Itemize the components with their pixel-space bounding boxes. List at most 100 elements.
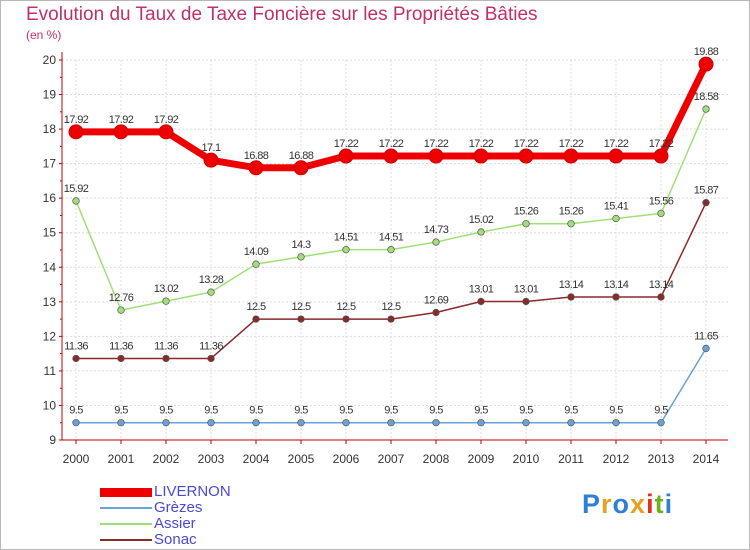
legend-swatch [100,488,152,497]
y-tick-label: 16 [43,191,57,205]
y-tick-label: 14 [43,260,57,274]
data-label-assier: 15.56 [649,195,674,207]
data-point-sonac [432,308,440,317]
data-point-assier [252,260,260,268]
logo-letter: o [612,489,631,519]
data-point-assier [117,306,125,314]
data-label-sonac: 12.5 [246,301,265,313]
data-point-grèzes [657,419,665,427]
data-label-sonac: 13.01 [514,283,539,295]
data-label-grèzes: 9.5 [609,405,623,417]
data-point-assier [522,220,530,228]
data-point-assier [72,197,80,205]
y-tick-label: 13 [43,295,57,309]
data-point-assier [657,209,665,218]
data-label-grèzes: 9.5 [429,405,443,417]
data-label-sonac: 12.5 [291,301,310,313]
data-label-livernon: 17.92 [154,114,179,126]
data-label-livernon: 17.22 [559,138,584,150]
data-label-grèzes: 9.5 [654,405,668,417]
logo-letter: r [601,489,613,519]
data-point-assier [432,238,440,246]
x-tick-label: 2012 [603,452,630,466]
legend-label: Sonac [154,531,197,548]
data-label-assier: 13.28 [199,274,224,286]
data-point-assier [297,253,305,261]
x-tick-label: 2008 [423,452,450,466]
data-point-sonac [657,293,665,301]
data-label-livernon: 16.88 [244,150,269,162]
data-point-livernon [203,152,219,168]
data-point-grèzes [207,419,215,427]
proxiti-logo: Proxiti [582,489,673,520]
y-tick-label: 20 [43,53,57,67]
logo-letter: i [646,489,655,519]
data-point-assier [702,105,710,113]
data-point-grèzes [432,419,440,427]
data-point-sonac [477,297,485,306]
data-point-sonac [72,354,80,363]
data-label-assier: 14.51 [379,232,404,244]
data-point-livernon [113,124,129,140]
data-label-sonac: 12.5 [381,301,400,313]
x-tick-label: 2005 [288,452,315,466]
data-label-assier: 15.41 [604,201,629,213]
data-label-livernon: 19.88 [694,46,719,58]
data-labels: 17.92 17.92 17.92 17.1 16.88 16.88 17.22 17.22 1… [64,46,720,417]
data-point-sonac [387,315,395,323]
y-tick-label: 10 [43,398,57,412]
data-point-livernon [248,160,264,176]
y-tick-label: 17 [43,157,57,171]
data-label-sonac: 11.36 [64,340,88,352]
data-label-assier: 15.02 [469,214,494,226]
data-point-assier [612,214,620,223]
data-label-sonac: 12.5 [336,301,355,313]
y-tick-label: 18 [43,122,57,136]
data-point-sonac [612,293,620,301]
data-point-sonac [252,315,260,323]
data-label-assier: 15.26 [559,206,584,218]
logo-letter: x [630,489,647,519]
logo-letter: t [654,489,665,519]
data-label-livernon: 17.22 [604,138,629,150]
data-label-sonac: 13.14 [604,279,629,291]
data-label-assier: 15.26 [514,206,539,218]
data-point-livernon [68,124,84,140]
data-point-livernon [338,148,354,164]
x-tick-label: 2009 [468,452,495,466]
data-point-sonac [522,297,530,306]
data-label-grèzes: 9.5 [294,405,308,417]
data-point-sonac [567,293,575,301]
data-label-grèzes: 9.5 [564,405,578,417]
x-tick-label: 2003 [198,452,225,466]
data-point-grèzes [162,419,170,427]
data-point-livernon [293,160,309,176]
y-tick-label: 9 [49,433,56,447]
data-label-grèzes: 9.5 [159,405,173,417]
data-label-grèzes: 11.65 [694,330,718,342]
data-label-sonac: 11.36 [154,340,178,352]
data-label-assier: 12.76 [109,292,134,304]
data-label-livernon: 16.88 [289,150,314,162]
x-tick-label: 2000 [63,452,90,466]
data-label-sonac: 13.14 [559,279,584,291]
data-point-grèzes [567,419,575,427]
chart-unit: (en %) [26,28,62,42]
data-label-livernon: 17.22 [514,138,539,150]
x-tick-label: 2006 [333,452,360,466]
data-label-assier: 14.51 [334,232,359,244]
data-point-livernon [383,148,399,164]
data-label-livernon: 17.22 [424,138,449,150]
data-point-livernon [473,148,489,164]
logo-letter: P [582,489,602,519]
data-label-grèzes: 9.5 [114,405,128,417]
data-label-livernon: 17.92 [64,114,89,126]
data-point-grèzes [522,419,530,427]
x-tick-label: 2002 [153,452,180,466]
data-label-grèzes: 9.5 [204,405,218,417]
data-label-assier: 18.58 [694,91,719,103]
data-label-livernon: 17.1 [201,142,220,154]
data-label-livernon: 17.22 [469,138,494,150]
data-point-grèzes [117,419,125,427]
data-label-assier: 14.3 [291,239,310,251]
